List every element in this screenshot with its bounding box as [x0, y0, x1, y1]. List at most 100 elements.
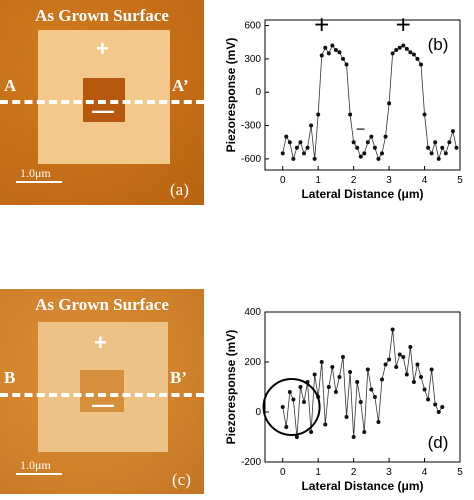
section-label-end-a: A’ [172, 76, 189, 95]
x-tick-label: 0 [280, 467, 286, 478]
panel-label-a: (a) [170, 180, 189, 199]
y-tick-label: 0 [255, 87, 261, 98]
data-point [380, 377, 384, 382]
data-point [422, 387, 427, 392]
plot-frame [264, 19, 461, 171]
data-point [319, 360, 324, 364]
y-tick-label: -200 [241, 457, 261, 468]
section-line-c [0, 393, 204, 397]
data-point [355, 145, 360, 150]
data-point [419, 375, 423, 379]
data-point [326, 51, 331, 56]
y-tick-label: 600 [244, 21, 261, 32]
data-point [280, 151, 285, 156]
data-point [404, 372, 409, 377]
data-point [305, 145, 310, 150]
plus-sign-a: + [96, 36, 109, 61]
data-point [294, 145, 299, 150]
image-title-a: As Grown Surface [35, 6, 169, 25]
section-line-a [0, 100, 204, 104]
data-point [344, 62, 349, 67]
x-axis-label: Lateral Distance (μm) [301, 479, 423, 493]
data-point [380, 151, 384, 156]
data-point [362, 430, 367, 434]
data-point [411, 52, 416, 57]
y-tick-label: 200 [244, 357, 261, 368]
data-point [348, 112, 353, 117]
data-point [426, 397, 431, 402]
data-point [287, 390, 292, 394]
data-point [401, 43, 406, 48]
y-tick-label: 400 [244, 307, 261, 318]
data-point [337, 50, 342, 55]
data-point [387, 357, 392, 362]
annotation-sign: − [356, 122, 365, 139]
y-tick-label: -600 [241, 154, 261, 165]
minus-sign-a: — [92, 98, 114, 123]
data-point [436, 410, 441, 414]
data-point [316, 112, 321, 117]
data-point [433, 402, 438, 407]
data-point [383, 362, 388, 367]
y-tick-label: 0 [255, 407, 261, 418]
plot-frame [264, 311, 461, 463]
data-point [433, 140, 438, 145]
data-point [284, 425, 289, 429]
section-label-end-c: B’ [170, 368, 187, 387]
data-point [298, 385, 303, 389]
data-point [436, 156, 441, 161]
data-point [376, 420, 381, 424]
data-point [348, 370, 353, 374]
data-point [287, 140, 292, 145]
annotation-sign: + [314, 10, 329, 40]
data-point [440, 405, 445, 409]
data-point [369, 387, 374, 392]
data-point [323, 45, 328, 50]
x-tick-label: 3 [386, 467, 392, 478]
data-point [344, 415, 349, 419]
data-point [309, 430, 314, 434]
plus-sign-c: + [94, 330, 107, 355]
annotation-sign: + [396, 10, 411, 40]
data-point [302, 151, 306, 156]
data-point [294, 435, 299, 439]
data-point [358, 400, 363, 404]
x-tick-label: 3 [386, 175, 392, 186]
data-point [330, 365, 335, 369]
data-point [454, 145, 459, 150]
data-point [291, 156, 296, 161]
x-axis-label: Lateral Distance (μm) [301, 187, 423, 201]
scale-bar-c [16, 473, 62, 475]
y-axis-label: Piezoresponse (mV) [224, 38, 238, 153]
data-point [341, 56, 345, 61]
x-tick-label: 0 [280, 175, 286, 186]
x-tick-label: 5 [457, 467, 463, 478]
data-point [302, 400, 306, 404]
x-tick-label: 4 [422, 467, 428, 478]
data-point [429, 367, 434, 372]
data-point [447, 140, 452, 145]
data-point [330, 43, 335, 48]
data-point [362, 151, 367, 156]
data-point [408, 345, 413, 349]
x-tick-label: 2 [351, 467, 357, 478]
data-point [312, 372, 317, 377]
data-point [429, 151, 434, 156]
data-point [401, 355, 406, 359]
y-tick-label: -300 [241, 121, 261, 132]
data-point [440, 145, 445, 150]
data-point [291, 397, 296, 402]
data-point [372, 145, 377, 150]
data-point [351, 435, 356, 439]
section-label-start-c: B [4, 368, 16, 387]
data-point [365, 140, 370, 145]
data-point [443, 151, 448, 156]
data-point [319, 53, 324, 58]
data-point [369, 134, 374, 139]
data-point [284, 134, 289, 139]
x-tick-label: 2 [351, 175, 357, 186]
scale-label-a: 1.0μm [20, 166, 51, 180]
data-point [422, 112, 427, 117]
data-point [387, 101, 392, 106]
data-point [337, 375, 342, 379]
